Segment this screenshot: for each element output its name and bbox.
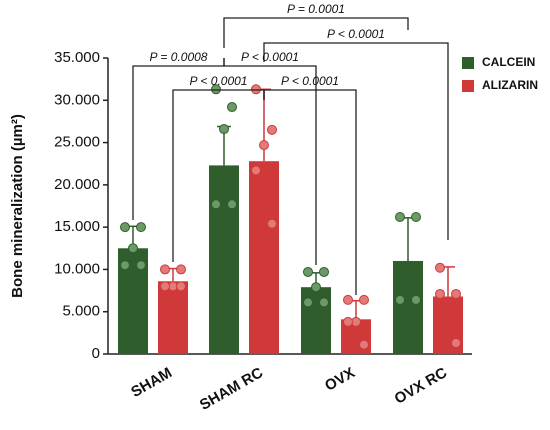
significance-bracket	[223, 17, 409, 48]
data-point	[160, 264, 170, 275]
significance-bracket	[263, 89, 357, 295]
data-point	[136, 260, 146, 271]
significance-bracket	[223, 58, 317, 265]
data-point	[267, 218, 277, 229]
data-point	[451, 338, 461, 349]
legend-swatch	[462, 57, 474, 69]
y-tick-label: 30.000	[54, 91, 100, 108]
significance-label: P < 0.0001	[241, 50, 299, 64]
data-point	[160, 281, 170, 292]
data-point	[343, 294, 353, 305]
x-tick-label: SHAM RC	[197, 364, 266, 414]
bar	[249, 161, 279, 354]
data-point	[128, 243, 138, 254]
x-tick-label: SHAM	[128, 364, 175, 401]
significance-label: P = 0.0008	[150, 50, 208, 64]
y-tick-label: 25.000	[54, 134, 100, 151]
data-point	[227, 102, 237, 113]
bar	[209, 165, 239, 354]
data-point	[176, 281, 186, 292]
data-point	[219, 124, 229, 135]
y-tick-label: 15.000	[54, 218, 100, 235]
data-point	[395, 211, 405, 222]
data-point	[259, 140, 269, 151]
y-tick-label: 5.000	[62, 303, 100, 320]
legend-label: ALIZARIN	[482, 78, 538, 92]
data-point	[120, 260, 130, 271]
data-point	[319, 266, 329, 277]
data-point	[211, 199, 221, 210]
y-axis-title: Bone mineralization (µm²)	[9, 114, 26, 298]
data-point	[120, 222, 130, 233]
data-point	[303, 266, 313, 277]
data-point	[343, 316, 353, 327]
data-point	[411, 211, 421, 222]
data-point	[395, 294, 405, 305]
data-point	[267, 124, 277, 135]
significance-bracket	[263, 42, 449, 240]
data-point	[251, 84, 261, 95]
data-point	[136, 222, 146, 233]
significance-label: P < 0.0001	[327, 27, 385, 41]
data-point	[359, 339, 369, 350]
legend-label: CALCEIN	[482, 55, 535, 69]
x-tick-label: OVX	[322, 364, 358, 395]
data-point	[176, 264, 186, 275]
y-tick-label: 20.000	[54, 176, 100, 193]
data-point	[319, 297, 329, 308]
y-tick-label: 0	[92, 345, 100, 362]
bar	[393, 260, 423, 354]
legend-swatch	[462, 80, 474, 92]
y-tick-label: 10.000	[54, 260, 100, 277]
significance-label: P = 0.0001	[287, 2, 345, 16]
data-point	[303, 297, 313, 308]
data-point	[435, 262, 445, 273]
data-point	[435, 288, 445, 299]
significance-label: P < 0.0001	[281, 74, 339, 88]
significance-label: P < 0.0001	[190, 74, 248, 88]
data-point	[211, 84, 221, 95]
y-tick-label: 35.000	[54, 49, 100, 66]
data-point	[311, 282, 321, 293]
bar	[158, 281, 188, 354]
bar	[301, 287, 331, 354]
x-tick-label: OVX RC	[392, 364, 450, 408]
data-point	[251, 165, 261, 176]
data-point	[227, 199, 237, 210]
data-point	[359, 294, 369, 305]
data-point	[451, 288, 461, 299]
data-point	[411, 294, 421, 305]
